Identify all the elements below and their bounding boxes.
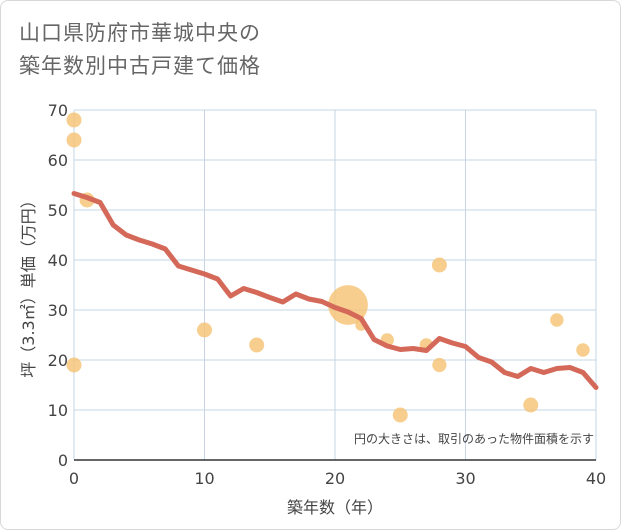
- chart-title: 山口県防府市華城中央の 築年数別中古戸建て価格: [19, 17, 261, 83]
- data-point: [523, 397, 539, 413]
- x-tick-labels: 0 10 20 30 40: [69, 469, 606, 488]
- data-point: [249, 337, 265, 353]
- grid-lines: [73, 109, 597, 461]
- data-point: [66, 132, 82, 148]
- y-tick-label: 50: [48, 201, 68, 220]
- x-axis-label: 築年数（年）: [287, 498, 383, 517]
- trend-line: [71, 191, 599, 390]
- y-tick-label: 60: [48, 151, 68, 170]
- data-point: [550, 313, 564, 327]
- chart-title-line2: 築年数別中古戸建て価格: [19, 54, 261, 78]
- data-point: [66, 112, 82, 128]
- data-point: [66, 357, 82, 373]
- y-tick-label: 30: [48, 301, 68, 320]
- data-point: [576, 343, 590, 357]
- x-tick-label: 0: [69, 469, 79, 488]
- x-tick-label: 20: [325, 469, 345, 488]
- chart-title-line1: 山口県防府市華城中央の: [19, 21, 261, 45]
- y-tick-label: 20: [48, 351, 68, 370]
- y-tick-label: 40: [48, 251, 68, 270]
- y-axis-label: 坪（3.3㎡）単価（万円）: [19, 192, 38, 377]
- data-point: [431, 257, 447, 273]
- data-point: [392, 407, 408, 423]
- x-tick-label: 40: [586, 469, 606, 488]
- data-point: [432, 357, 447, 373]
- x-tick-label: 10: [194, 469, 214, 488]
- x-tick-label: 30: [455, 469, 475, 488]
- y-tick-label: 0: [58, 451, 68, 470]
- y-tick-label: 10: [48, 401, 68, 420]
- y-tick-labels: 0 10 20 30 40 50 60 70: [48, 101, 68, 470]
- size-note: 円の大きさは、取引のあった物件面積を示す: [354, 431, 594, 446]
- y-tick-label: 70: [48, 101, 68, 120]
- data-point: [197, 322, 212, 338]
